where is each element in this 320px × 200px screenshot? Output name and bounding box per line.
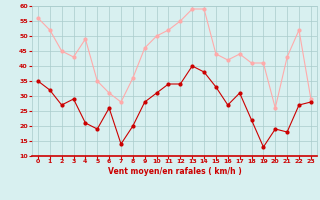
X-axis label: Vent moyen/en rafales ( km/h ): Vent moyen/en rafales ( km/h ) — [108, 167, 241, 176]
